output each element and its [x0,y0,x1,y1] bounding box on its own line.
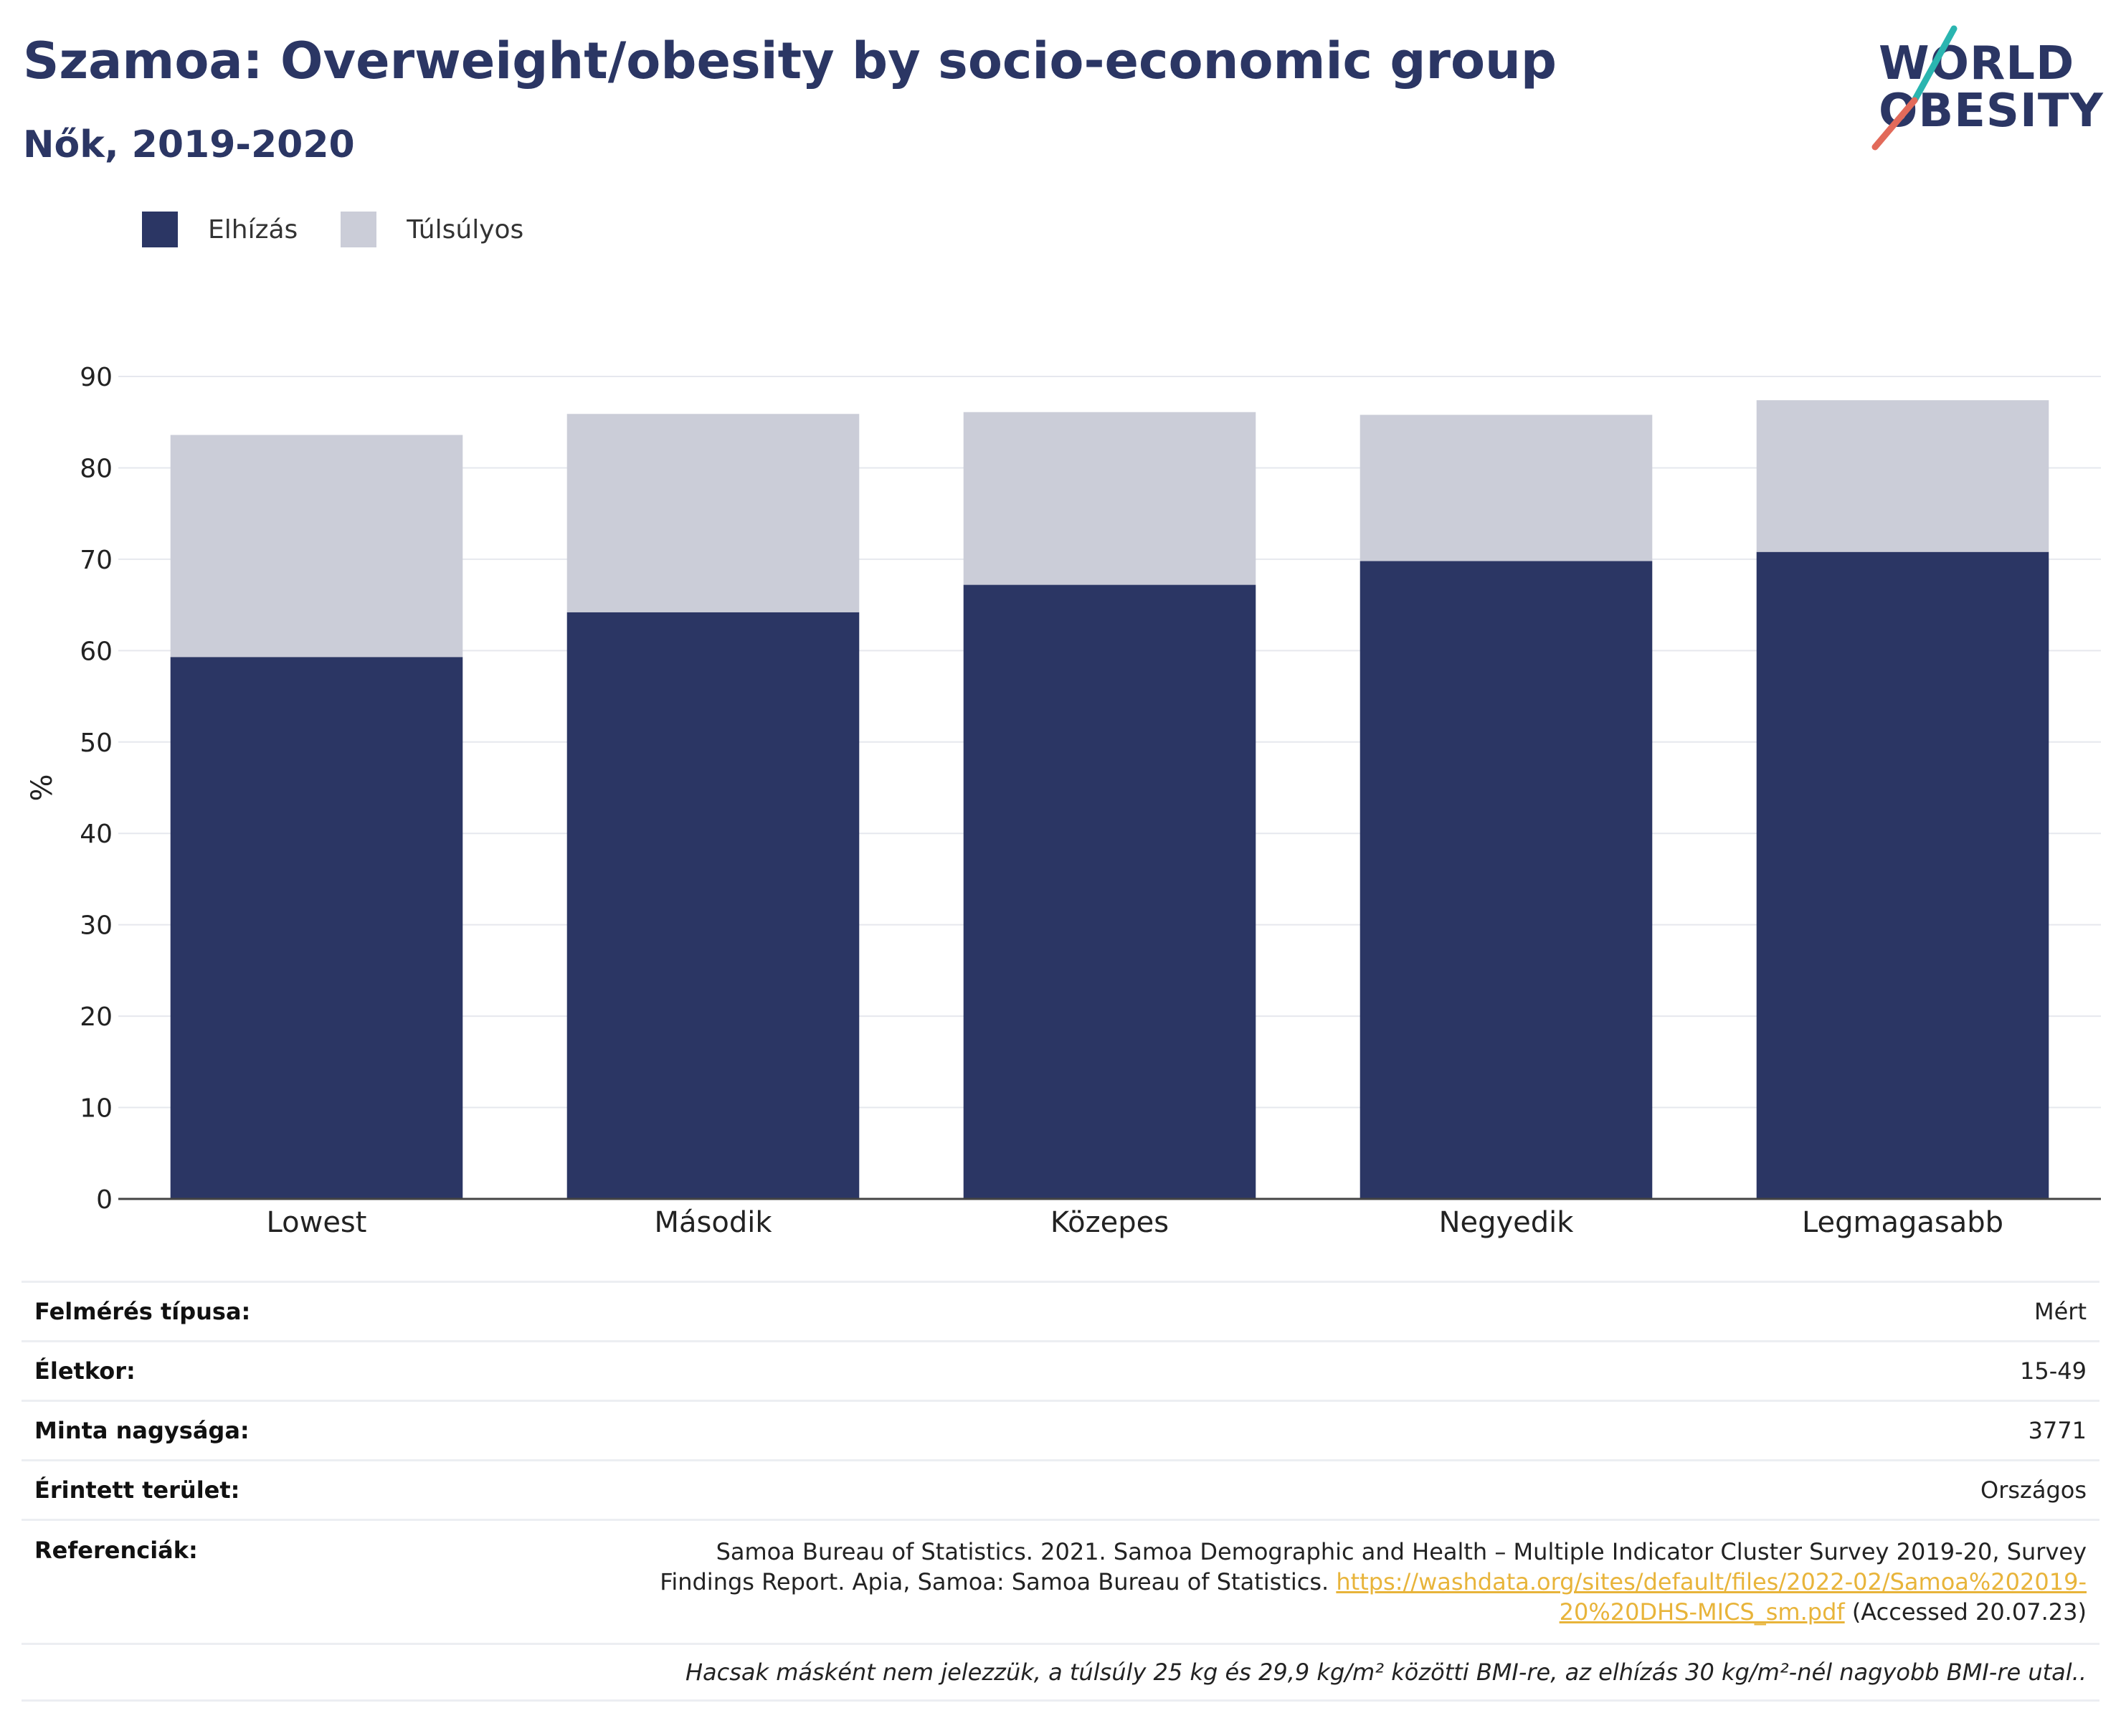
bar-segment-obesity [1360,561,1653,1199]
legend-label-overweight: Túlsúlyos [407,214,524,245]
y-tick-label: 50 [80,729,113,758]
logo-slash-icon [1871,25,1958,151]
chart-subtitle: Nők, 2019-2020 [23,123,355,166]
bar-segment-overweight [566,414,860,612]
meta-label: Referenciák: [34,1537,198,1564]
world-obesity-logo: WORLD OBESITY [1864,22,2103,158]
legend-item-obesity[interactable]: Elhízás [142,212,298,247]
x-tick-label: Negyedik [1439,1206,1575,1239]
footnote: Hacsak másként nem jelezzük, a túlsúly 2… [685,1659,2087,1686]
y-tick-label: 90 [80,363,113,392]
x-tick-label: Közepes [1050,1206,1169,1239]
y-axis-label: % [26,774,59,801]
bar-segment-overweight [963,412,1256,585]
bar-segment-obesity [1756,551,2049,1199]
bar-segment-obesity [963,584,1256,1199]
footnote-row: Hacsak másként nem jelezzük, a túlsúly 2… [22,1643,2099,1702]
y-tick-label: 40 [80,820,113,849]
stacked-bar-chart: 0 10 20 30 40 50 60 70 80 90% Lowest Második Közepes… [26,363,2101,1239]
legend-item-overweight[interactable]: Túlsúlyos [341,212,523,247]
meta-value: Mért [2034,1298,2087,1325]
y-tick-label: 0 [96,1185,113,1215]
legend-swatch-overweight [341,212,377,247]
logo-word-world: WORLD [1879,37,2075,90]
reference-citation: Samoa Bureau of Statistics. 2021. Samoa … [660,1538,2087,1595]
legend-swatch-obesity [142,212,178,247]
chart-legend: Elhízás Túlsúlyos [142,212,566,247]
bar-segment-overweight [1360,414,1653,561]
bar-segment-overweight [170,435,463,658]
bar-segment-overweight [1756,400,2049,552]
meta-row-age: Életkor: 15-49 [22,1340,2099,1400]
legend-label-obesity: Elhízás [208,214,298,245]
meta-row-survey-type: Felmérés típusa: Mért [22,1281,2099,1340]
metadata-table: Felmérés típusa: Mért Életkor: 15-49 Min… [22,1281,2099,1702]
x-tick-label: Második [654,1206,772,1239]
meta-value: 15-49 [2020,1357,2087,1385]
meta-value: Országos [1980,1476,2087,1504]
meta-label: Érintett terület: [34,1476,240,1504]
meta-label: Felmérés típusa: [34,1298,251,1325]
reference-link[interactable]: https://washdata.org/sites/default/files… [1336,1568,2087,1626]
chart-title: Szamoa: Overweight/obesity by socio-econ… [23,32,1557,90]
meta-row-area: Érintett terület: Országos [22,1459,2099,1519]
x-tick-label: Legmagasabb [1802,1206,2003,1239]
bar-segment-obesity [566,612,860,1199]
y-tick-label: 80 [80,454,113,483]
y-tick-label: 30 [80,911,113,941]
meta-row-references: Referenciák: Samoa Bureau of Statistics.… [22,1519,2099,1643]
y-tick-label: 10 [80,1094,113,1124]
meta-row-sample-size: Minta nagysága: 3771 [22,1400,2099,1459]
meta-label: Életkor: [34,1357,136,1385]
reference-text: Samoa Bureau of Statistics. 2021. Samoa … [617,1537,2087,1627]
x-tick-label: Lowest [267,1206,367,1239]
bar-segment-obesity [170,657,463,1199]
meta-label: Minta nagysága: [34,1417,250,1444]
y-tick-label: 20 [80,1002,113,1032]
meta-value: 3771 [2028,1417,2087,1444]
y-tick-label: 70 [80,546,113,575]
y-tick-label: 60 [80,637,113,666]
reference-accessed: (Accessed 20.07.23) [1844,1598,2087,1626]
